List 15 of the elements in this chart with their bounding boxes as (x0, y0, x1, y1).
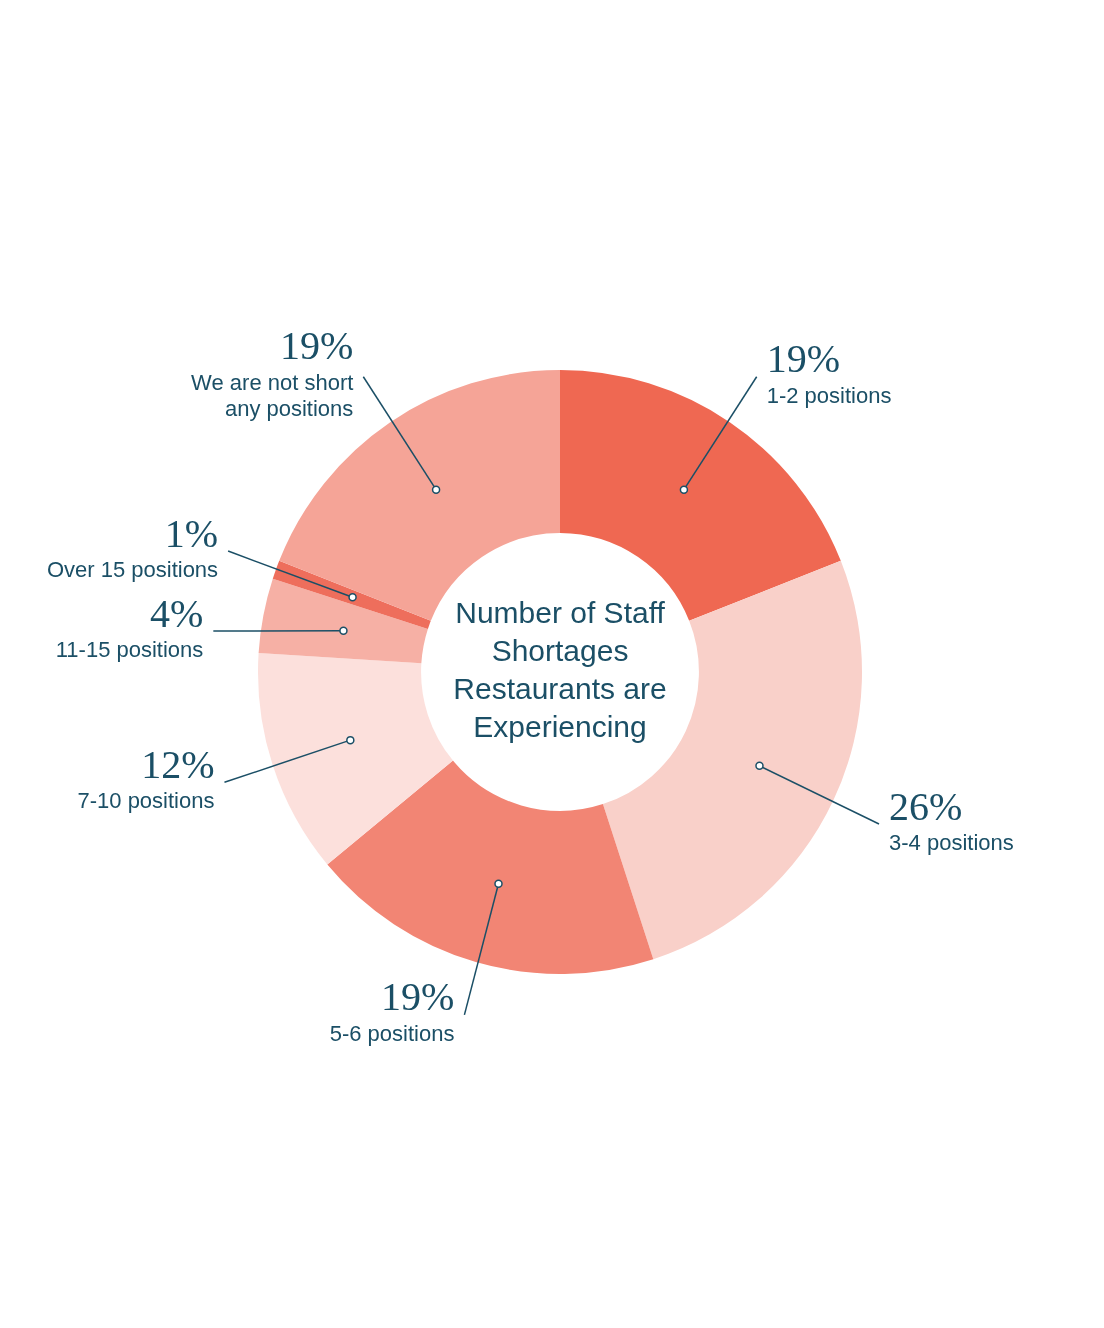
data-label: 19% (280, 323, 354, 369)
slice-label: 1-2 positions (766, 382, 892, 408)
data-label: 26% (889, 783, 963, 829)
data-label: 1% (164, 510, 219, 556)
data-label: 12% (141, 741, 215, 787)
slice-label: 11-15 positions (55, 637, 204, 663)
slice-label: 7-10 positions (77, 788, 215, 814)
slice-label: 3-4 positions (889, 830, 1014, 856)
slice-label: Over 15 positions (46, 557, 219, 583)
slice-label: 5-6 positions (329, 1020, 455, 1046)
data-label: 19% (381, 974, 455, 1020)
data-label: 4% (150, 590, 204, 636)
text: Number of Staff Shortages Restaurants are Experiencing (453, 596, 667, 744)
data-label: 19% (766, 336, 840, 382)
slice-label: We are not short any positions (191, 369, 354, 421)
